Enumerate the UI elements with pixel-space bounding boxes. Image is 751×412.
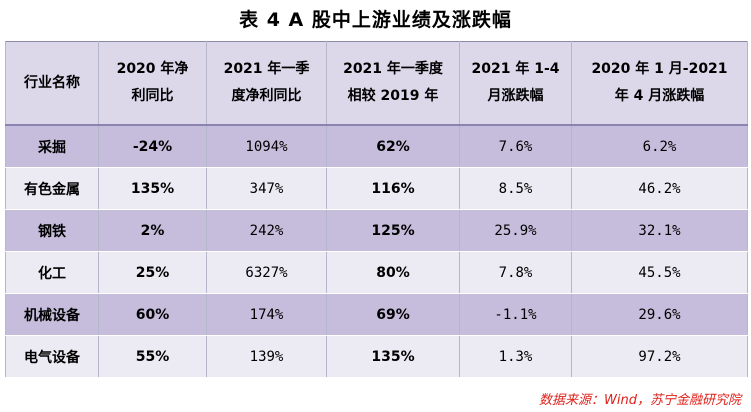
cell-2021q1-vs-2019: 69% [326, 293, 460, 336]
industry-name: 机械设备 [5, 293, 99, 336]
table-row: 化工 25% 6327% 80% 7.8% 45.5% [5, 251, 748, 294]
cell-2020-profit-yoy: 2% [98, 209, 207, 252]
table-row: 采掘 -24% 1094% 62% 7.6% 6.2% [5, 125, 748, 168]
header-row: 行业名称 2020 年净 利同比 2021 年一季 度净利同比 2021 年一季度相… [5, 41, 748, 126]
table-row: 电气设备 55% 139% 135% 1.3% 97.2% [5, 335, 748, 378]
data-source-note: 数据来源：Wind，苏宁金融研究院 [539, 393, 741, 408]
cell-2021q1-profit-yoy: 139% [206, 335, 327, 378]
cell-2020-profit-yoy: 55% [98, 335, 207, 378]
industry-name: 化工 [5, 251, 99, 294]
cell-2020jan-2021apr-change: 97.2% [571, 335, 748, 378]
cell-2021-jan-apr-change: 25.9% [459, 209, 572, 252]
cell-2021q1-vs-2019: 62% [326, 125, 460, 168]
header-2020jan-2021apr-change: 2020 年 1 月-2021 年 4 月涨跌幅 [571, 41, 748, 126]
cell-2021-jan-apr-change: 8.5% [459, 167, 572, 210]
cell-2020-profit-yoy: 60% [98, 293, 207, 336]
cell-2020jan-2021apr-change: 6.2% [571, 125, 748, 168]
industry-name: 钢铁 [5, 209, 99, 252]
cell-2021q1-profit-yoy: 242% [206, 209, 327, 252]
cell-2020-profit-yoy: 25% [98, 251, 207, 294]
cell-2021q1-profit-yoy: 174% [206, 293, 327, 336]
cell-2021q1-vs-2019: 135% [326, 335, 460, 378]
table-row: 钢铁 2% 242% 125% 25.9% 32.1% [5, 209, 748, 252]
cell-2021q1-vs-2019: 125% [326, 209, 460, 252]
header-2021-jan-apr-change: 2021 年 1-4 月涨跌幅 [459, 41, 572, 126]
table-title: 表 4 A 股中上游业绩及涨跌幅 [239, 9, 512, 31]
cell-2021q1-vs-2019: 116% [326, 167, 460, 210]
table-row: 机械设备 60% 174% 69% -1.1% 29.6% [5, 293, 748, 336]
cell-2020-profit-yoy: -24% [98, 125, 207, 168]
cell-2020-profit-yoy: 135% [98, 167, 207, 210]
cell-2020jan-2021apr-change: 32.1% [571, 209, 748, 252]
cell-2021q1-vs-2019: 80% [326, 251, 460, 294]
header-2021q1-vs-2019: 2021 年一季度 相较 2019 年 [326, 41, 460, 126]
industry-name: 有色金属 [5, 167, 99, 210]
cell-2021-jan-apr-change: 1.3% [459, 335, 572, 378]
cell-2021-jan-apr-change: 7.6% [459, 125, 572, 168]
cell-2020jan-2021apr-change: 46.2% [571, 167, 748, 210]
cell-2021q1-profit-yoy: 1094% [206, 125, 327, 168]
cell-2020jan-2021apr-change: 45.5% [571, 251, 748, 294]
header-2020-profit-yoy: 2020 年净 利同比 [98, 41, 207, 126]
table-row: 有色金属 135% 347% 116% 8.5% 46.2% [5, 167, 748, 210]
industry-name: 采掘 [5, 125, 99, 168]
header-2021q1-profit-yoy: 2021 年一季 度净利同比 [206, 41, 327, 126]
cell-2021-jan-apr-change: -1.1% [459, 293, 572, 336]
cell-2021q1-profit-yoy: 6327% [206, 251, 327, 294]
cell-2021q1-profit-yoy: 347% [206, 167, 327, 210]
cell-2020jan-2021apr-change: 29.6% [571, 293, 748, 336]
header-industry: 行业名称 [5, 41, 99, 126]
cell-2021-jan-apr-change: 7.8% [459, 251, 572, 294]
industry-performance-table: 行业名称 2020 年净 利同比 2021 年一季 度净利同比 2021 年一季度相… [5, 41, 748, 378]
industry-name: 电气设备 [5, 335, 99, 378]
